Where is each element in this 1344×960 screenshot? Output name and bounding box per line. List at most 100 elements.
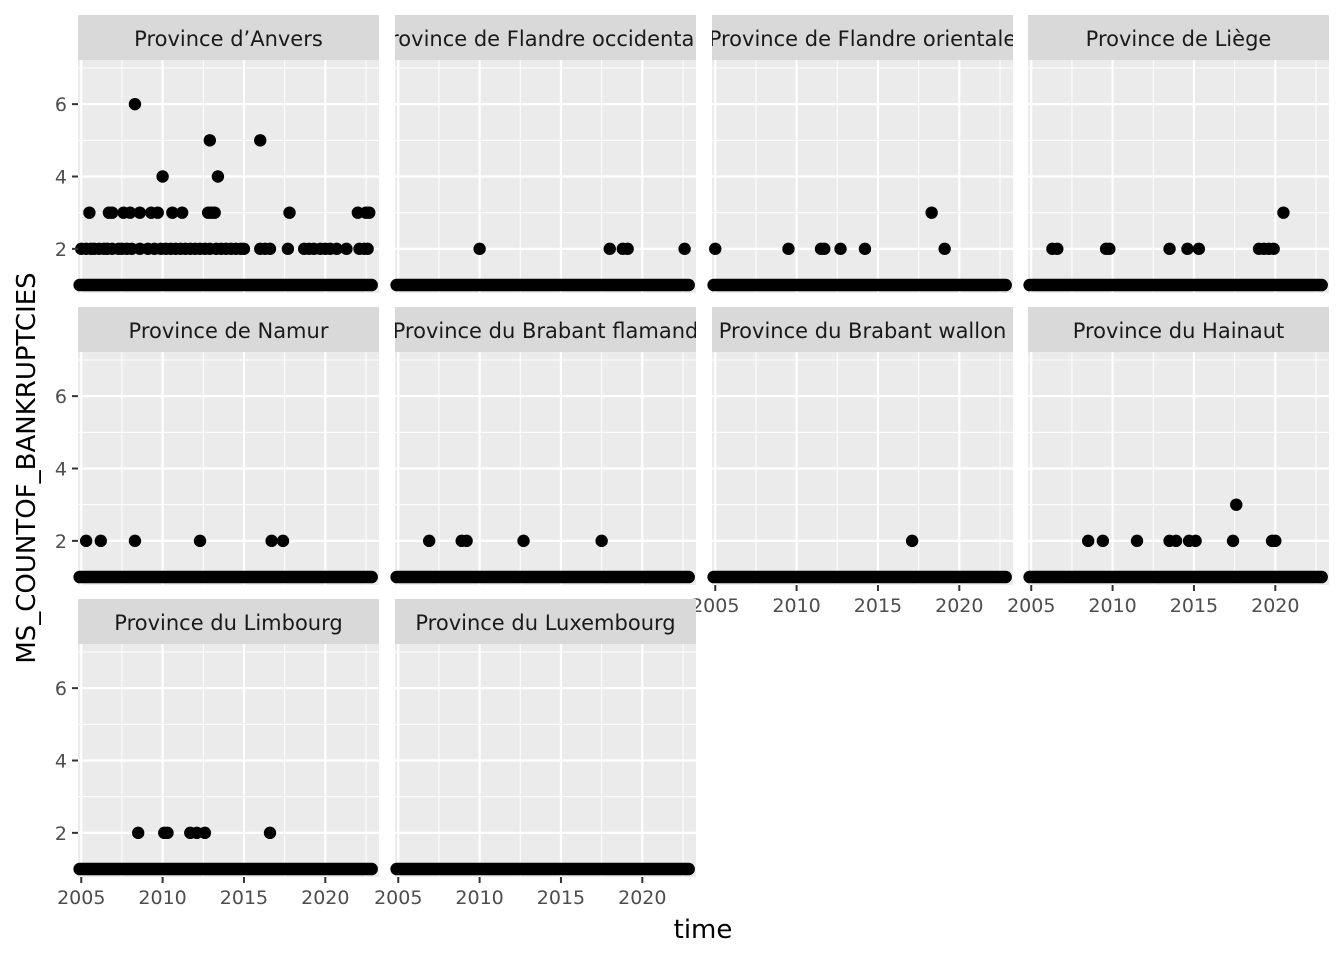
data-point bbox=[340, 242, 353, 256]
data-point bbox=[128, 534, 142, 548]
data-point bbox=[905, 534, 919, 548]
data-point bbox=[621, 242, 634, 256]
data-point bbox=[818, 242, 831, 256]
data-point bbox=[175, 206, 189, 219]
facet-panel: Province du Luxembourg 2005 2010 2015 2020 bbox=[374, 599, 696, 909]
x-tick-label: 2020 bbox=[618, 887, 666, 909]
data-point bbox=[1130, 534, 1144, 548]
data-point bbox=[1230, 498, 1243, 511]
y-tick-label: 6 bbox=[55, 94, 67, 116]
y-tick-label: 4 bbox=[55, 751, 67, 773]
data-point bbox=[834, 242, 847, 256]
data-point bbox=[709, 242, 722, 256]
data-point bbox=[517, 534, 530, 548]
facet-strip-label: Province de Liège bbox=[1086, 27, 1272, 51]
data-point bbox=[363, 206, 376, 219]
facet-strip-label: Province du Brabant wallon bbox=[719, 319, 1007, 343]
facet-strip-label: Province du Limbourg bbox=[114, 611, 342, 635]
x-tick-label: 2020 bbox=[301, 887, 349, 909]
data-point bbox=[858, 242, 872, 256]
x-tick-label: 2005 bbox=[1007, 595, 1055, 617]
facet-strip bbox=[712, 15, 1013, 60]
x-tick-label: 2015 bbox=[854, 595, 902, 617]
x-axis-title: time bbox=[674, 915, 733, 945]
facet-strip bbox=[1028, 15, 1329, 60]
facet-strip bbox=[1028, 307, 1329, 352]
facet-panel: Province de Flandre occidentale bbox=[378, 15, 713, 293]
y-tick-label: 4 bbox=[55, 459, 67, 481]
facet-strip-label: Province de Flandre occidentale bbox=[378, 27, 713, 51]
data-point bbox=[283, 206, 296, 219]
data-point bbox=[330, 242, 343, 256]
data-point bbox=[105, 206, 119, 219]
x-tick-label: 2015 bbox=[1170, 595, 1218, 617]
x-tick-label: 2015 bbox=[537, 887, 585, 909]
data-point bbox=[603, 242, 616, 256]
data-point bbox=[1051, 242, 1064, 256]
data-point bbox=[94, 534, 107, 548]
data-point bbox=[1181, 242, 1194, 256]
y-tick-label: 6 bbox=[55, 386, 67, 408]
x-tick-label: 2015 bbox=[220, 887, 268, 909]
x-tick-label: 2005 bbox=[57, 887, 105, 909]
facet-strip bbox=[395, 15, 696, 60]
x-tick-label: 2005 bbox=[691, 595, 739, 617]
facet-strip-label: Province du Brabant flamand bbox=[393, 319, 699, 343]
data-point bbox=[1226, 534, 1240, 548]
facet-strip bbox=[78, 307, 379, 352]
data-point bbox=[782, 242, 795, 256]
data-point bbox=[132, 826, 145, 840]
data-point bbox=[128, 97, 142, 111]
facet-strip bbox=[395, 307, 696, 352]
data-point bbox=[276, 534, 290, 548]
x-tick-label: 2005 bbox=[374, 887, 422, 909]
x-tick-label: 2010 bbox=[772, 595, 820, 617]
data-point bbox=[198, 826, 212, 840]
data-point bbox=[133, 206, 147, 219]
data-point bbox=[166, 206, 179, 219]
facet-panel: Province du Hainaut 2005 2010 2015 2020 bbox=[1007, 307, 1329, 617]
data-point bbox=[938, 242, 951, 256]
data-point bbox=[203, 134, 216, 147]
data-point bbox=[1163, 242, 1176, 256]
data-point bbox=[263, 242, 277, 256]
data-point bbox=[422, 534, 436, 548]
facet-panel: Province du Brabant wallon 2005 2010 2015 20… bbox=[691, 307, 1013, 617]
facet-strip-label: Province de Namur bbox=[129, 319, 329, 343]
facet-strip bbox=[712, 307, 1013, 352]
facet-panels: Province d’Anvers 2 4 6 Province de Flandre … bbox=[55, 15, 1329, 909]
y-tick-label: 2 bbox=[55, 531, 67, 553]
facet-strip bbox=[78, 15, 379, 60]
y-axis-title: MS_COUNTOF_BANKRUPTCIES bbox=[12, 272, 42, 663]
facet-strip-label: Province de Flandre orientale bbox=[709, 27, 1017, 51]
data-point bbox=[1269, 534, 1282, 548]
data-point bbox=[237, 242, 251, 256]
facet-panel: Province de Flandre orientale bbox=[707, 15, 1017, 293]
y-tick-label: 4 bbox=[55, 167, 67, 189]
data-point bbox=[83, 206, 96, 219]
y-tick-label: 2 bbox=[55, 823, 67, 845]
data-point bbox=[1267, 242, 1280, 256]
data-point bbox=[473, 242, 486, 256]
data-point bbox=[1096, 534, 1110, 548]
data-point bbox=[156, 170, 169, 183]
facet-panel: Province du Brabant flamand bbox=[390, 307, 699, 585]
data-point bbox=[1189, 534, 1202, 548]
facet-panel: Province de Namur 2 4 6 bbox=[55, 307, 379, 585]
data-point bbox=[281, 242, 295, 256]
x-tick-label: 2010 bbox=[1088, 595, 1136, 617]
facet-panel: Province d’Anvers 2 4 6 bbox=[55, 15, 379, 293]
data-point bbox=[151, 206, 164, 219]
data-point bbox=[460, 534, 473, 548]
facet-strip-label: Province du Hainaut bbox=[1073, 319, 1285, 343]
x-tick-label: 2010 bbox=[138, 887, 186, 909]
facet-strip-label: Province d’Anvers bbox=[134, 27, 323, 51]
facet-strip-label: Province du Luxembourg bbox=[415, 611, 675, 635]
data-point bbox=[79, 534, 93, 548]
y-tick-label: 2 bbox=[55, 239, 67, 261]
x-tick-label: 2020 bbox=[935, 595, 983, 617]
data-point bbox=[925, 206, 938, 219]
y-tick-label: 6 bbox=[55, 678, 67, 700]
data-point bbox=[1192, 242, 1206, 256]
